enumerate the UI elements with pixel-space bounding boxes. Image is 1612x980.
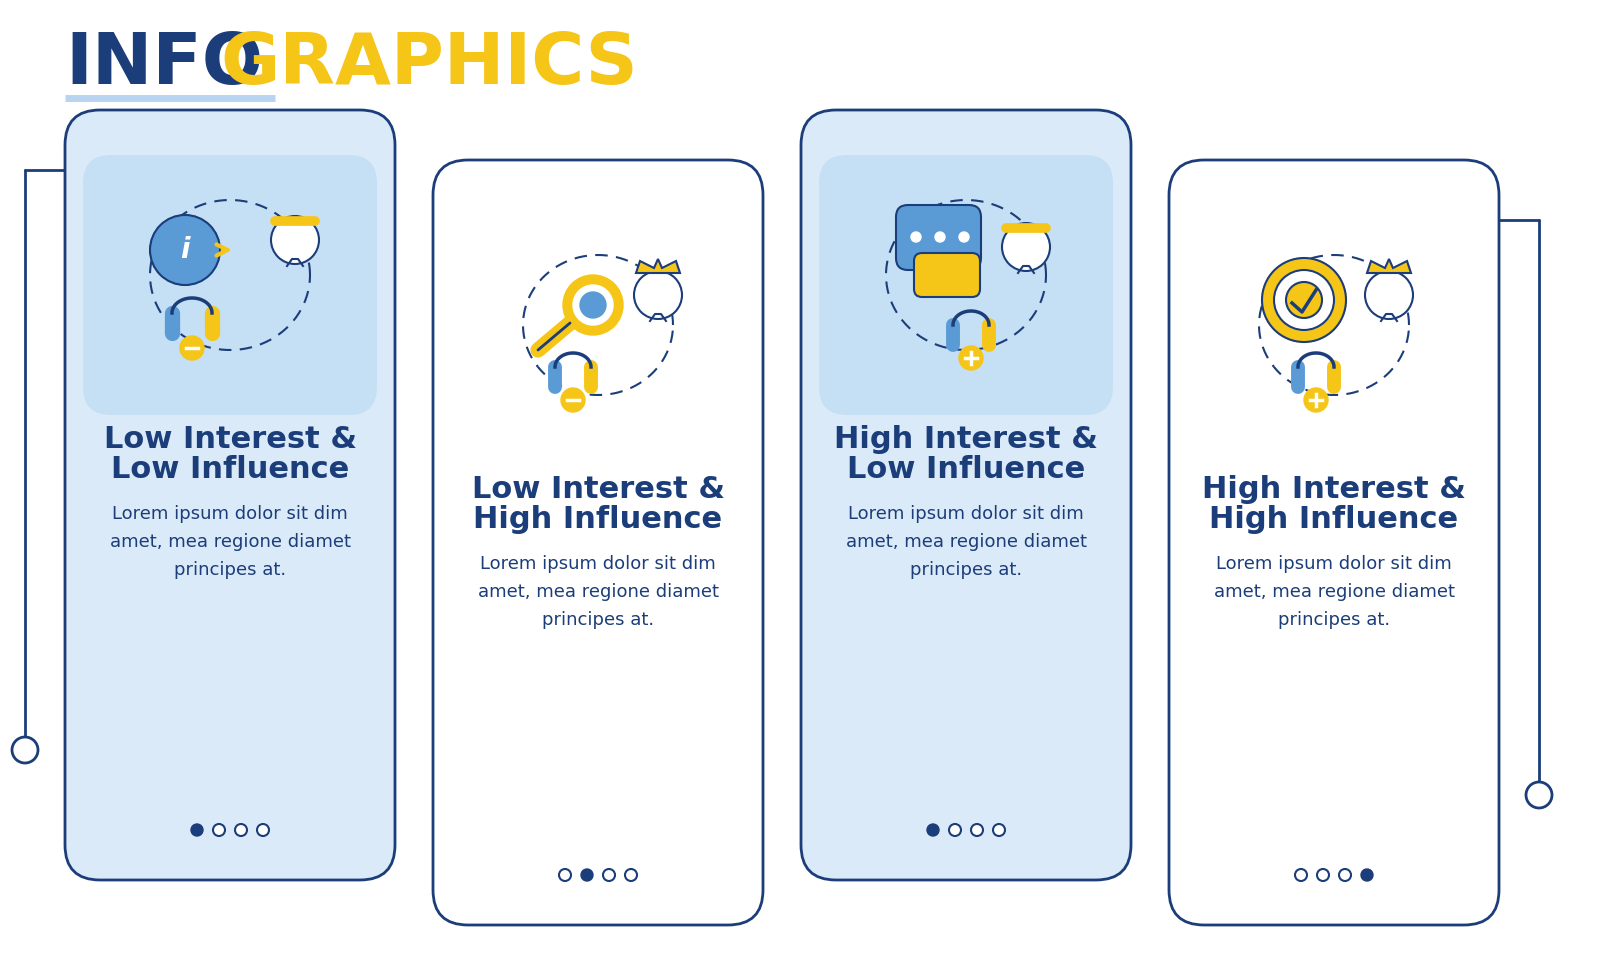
Circle shape <box>1527 782 1552 808</box>
Circle shape <box>1286 282 1322 318</box>
Circle shape <box>625 869 637 881</box>
Circle shape <box>1340 869 1351 881</box>
Circle shape <box>1304 388 1328 412</box>
Circle shape <box>970 824 983 836</box>
Circle shape <box>1262 258 1346 342</box>
FancyBboxPatch shape <box>434 160 762 925</box>
FancyBboxPatch shape <box>896 205 982 270</box>
FancyBboxPatch shape <box>819 155 1112 415</box>
Circle shape <box>603 869 616 881</box>
Circle shape <box>150 215 219 285</box>
FancyBboxPatch shape <box>914 253 980 297</box>
Circle shape <box>949 824 961 836</box>
Circle shape <box>190 824 203 836</box>
Circle shape <box>572 285 613 325</box>
Circle shape <box>1317 869 1328 881</box>
FancyBboxPatch shape <box>801 110 1132 880</box>
Polygon shape <box>637 259 680 273</box>
Text: Low Interest &: Low Interest & <box>103 425 356 454</box>
FancyBboxPatch shape <box>1169 160 1499 925</box>
Circle shape <box>11 737 39 763</box>
FancyBboxPatch shape <box>64 110 395 880</box>
Text: i: i <box>181 236 190 264</box>
Circle shape <box>559 869 571 881</box>
Text: High Interest &: High Interest & <box>1203 475 1465 504</box>
Circle shape <box>213 824 226 836</box>
Circle shape <box>927 824 940 836</box>
Text: Lorem ipsum dolor sit dim
amet, mea regione diamet
principes at.: Lorem ipsum dolor sit dim amet, mea regi… <box>846 505 1086 578</box>
Text: GRAPHICS: GRAPHICS <box>219 30 638 99</box>
Circle shape <box>1365 271 1414 319</box>
Circle shape <box>993 824 1004 836</box>
Circle shape <box>271 216 319 264</box>
Circle shape <box>959 232 969 242</box>
Circle shape <box>911 232 920 242</box>
Circle shape <box>580 292 606 318</box>
Text: Lorem ipsum dolor sit dim
amet, mea regione diamet
principes at.: Lorem ipsum dolor sit dim amet, mea regi… <box>1214 555 1454 628</box>
Circle shape <box>563 275 622 335</box>
Circle shape <box>1361 869 1373 881</box>
Circle shape <box>634 271 682 319</box>
Text: Low Influence: Low Influence <box>846 455 1085 484</box>
FancyBboxPatch shape <box>82 155 377 415</box>
Circle shape <box>959 346 983 370</box>
Text: High Influence: High Influence <box>474 505 722 534</box>
Polygon shape <box>1367 259 1410 273</box>
Circle shape <box>256 824 269 836</box>
Text: High Interest &: High Interest & <box>833 425 1098 454</box>
Text: Low Influence: Low Influence <box>111 455 350 484</box>
Text: Low Interest &: Low Interest & <box>471 475 724 504</box>
Text: High Influence: High Influence <box>1209 505 1459 534</box>
Circle shape <box>235 824 247 836</box>
Text: INFO: INFO <box>64 30 263 99</box>
Circle shape <box>935 232 945 242</box>
Circle shape <box>580 869 593 881</box>
Text: Lorem ipsum dolor sit dim
amet, mea regione diamet
principes at.: Lorem ipsum dolor sit dim amet, mea regi… <box>477 555 719 628</box>
Circle shape <box>1003 223 1049 271</box>
Circle shape <box>181 336 205 360</box>
Text: Lorem ipsum dolor sit dim
amet, mea regione diamet
principes at.: Lorem ipsum dolor sit dim amet, mea regi… <box>110 505 350 578</box>
Circle shape <box>1273 270 1335 330</box>
Circle shape <box>1294 869 1307 881</box>
Circle shape <box>561 388 585 412</box>
